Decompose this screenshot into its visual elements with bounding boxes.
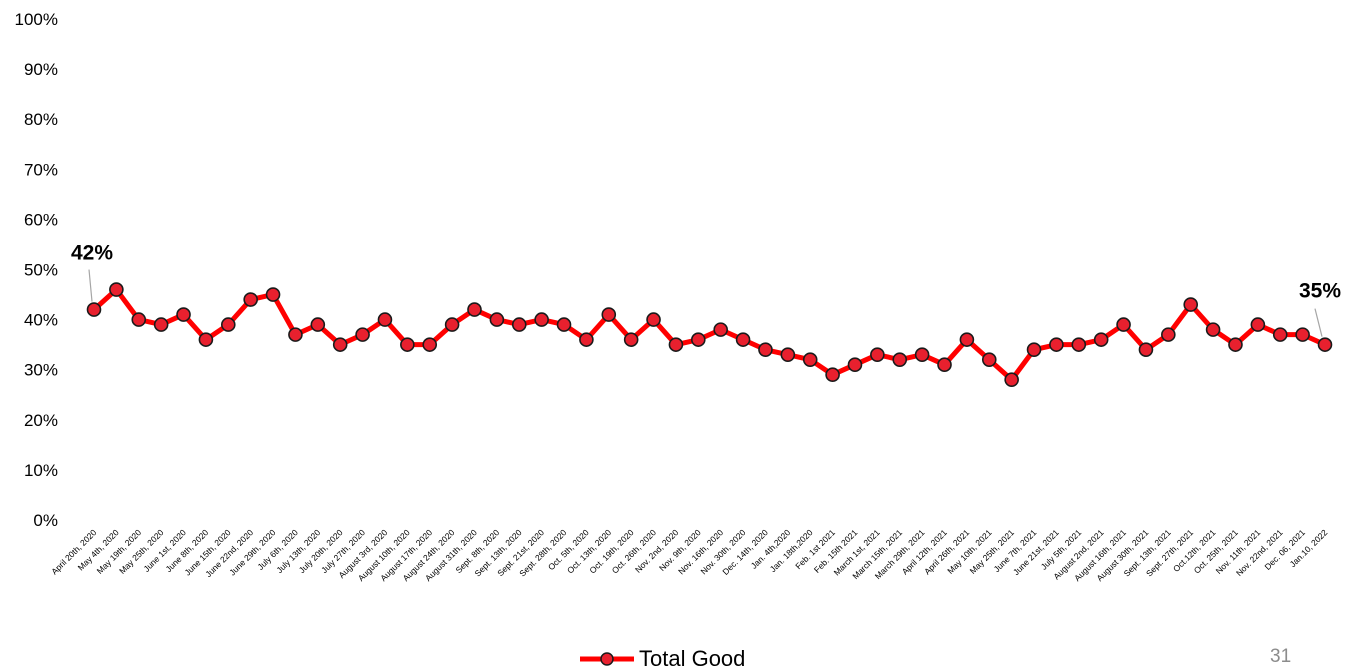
data-point bbox=[1250, 317, 1266, 332]
data-point bbox=[467, 302, 482, 317]
data-point bbox=[176, 307, 191, 322]
data-point bbox=[937, 357, 952, 372]
legend: Total Good bbox=[578, 646, 745, 672]
data-point bbox=[1049, 337, 1064, 352]
data-point bbox=[556, 317, 572, 332]
data-point bbox=[1295, 327, 1310, 342]
data-point bbox=[825, 367, 840, 383]
page-number: 31 bbox=[1270, 646, 1292, 667]
y-tick-label: 40% bbox=[24, 311, 58, 330]
y-tick-label: 10% bbox=[24, 461, 58, 480]
legend-marker-icon bbox=[580, 652, 634, 666]
data-point bbox=[310, 317, 326, 332]
data-point bbox=[131, 312, 147, 327]
annotation-label: 42% bbox=[71, 242, 113, 265]
data-point bbox=[153, 317, 169, 332]
data-point bbox=[109, 282, 124, 297]
data-point bbox=[847, 357, 863, 372]
data-point bbox=[400, 337, 415, 352]
y-tick-label: 20% bbox=[24, 411, 58, 430]
legend-label: Total Good bbox=[639, 646, 746, 671]
data-point bbox=[1138, 342, 1154, 357]
y-tick-label: 30% bbox=[24, 361, 58, 380]
data-point bbox=[1183, 297, 1199, 312]
data-point bbox=[713, 322, 728, 337]
data-point bbox=[198, 332, 214, 347]
y-tick-label: 50% bbox=[24, 261, 58, 280]
data-point bbox=[377, 312, 393, 327]
data-point bbox=[668, 337, 684, 352]
data-point bbox=[1026, 342, 1042, 357]
data-point bbox=[601, 307, 617, 322]
plot-area bbox=[86, 282, 1333, 388]
data-point bbox=[86, 302, 102, 317]
y-tick-label: 0% bbox=[33, 511, 58, 530]
data-point bbox=[1004, 372, 1019, 388]
data-point bbox=[444, 317, 460, 332]
data-point bbox=[623, 332, 639, 347]
data-point bbox=[265, 287, 281, 302]
annotation-label: 35% bbox=[1299, 280, 1341, 303]
data-point bbox=[422, 337, 438, 352]
data-point bbox=[1071, 337, 1087, 352]
data-point bbox=[870, 347, 885, 362]
data-point bbox=[914, 347, 930, 362]
data-point bbox=[511, 317, 527, 332]
data-point bbox=[288, 327, 303, 342]
data-point bbox=[579, 332, 594, 347]
y-axis: 0% 10% 20% 30% 40% 50% 60% 70% 80% 90% 100% bbox=[15, 10, 58, 530]
data-point bbox=[220, 317, 236, 332]
data-point bbox=[646, 312, 661, 327]
data-point bbox=[489, 312, 505, 327]
line-chart: 0% 10% 20% 30% 40% 50% 60% 70% 80% 90% 100% April … bbox=[15, 10, 1342, 583]
data-point bbox=[1272, 327, 1288, 342]
data-point bbox=[355, 327, 370, 342]
y-tick-label: 90% bbox=[24, 60, 58, 79]
annotations: 42% 35% bbox=[71, 242, 1341, 337]
data-point bbox=[1116, 317, 1131, 332]
data-point bbox=[758, 342, 773, 357]
data-point bbox=[780, 347, 796, 362]
data-point bbox=[534, 312, 549, 327]
data-point bbox=[691, 332, 706, 347]
y-tick-label: 80% bbox=[24, 110, 58, 129]
annotation-leader-line bbox=[88, 269, 93, 302]
data-point bbox=[802, 352, 818, 367]
data-point bbox=[1205, 322, 1221, 337]
data-point bbox=[1093, 332, 1109, 347]
series-line bbox=[92, 287, 1327, 383]
annotation-leader-line bbox=[1314, 308, 1323, 337]
y-tick-label: 100% bbox=[15, 10, 58, 29]
y-tick-label: 70% bbox=[24, 160, 58, 179]
data-point bbox=[243, 292, 258, 307]
data-point bbox=[892, 352, 908, 367]
y-tick-label: 60% bbox=[24, 210, 58, 229]
data-point bbox=[1161, 327, 1176, 342]
data-point bbox=[735, 332, 751, 347]
data-point bbox=[981, 352, 997, 367]
data-point bbox=[1228, 337, 1243, 352]
data-point bbox=[1317, 337, 1333, 352]
data-point bbox=[959, 332, 975, 347]
data-point bbox=[332, 337, 348, 352]
